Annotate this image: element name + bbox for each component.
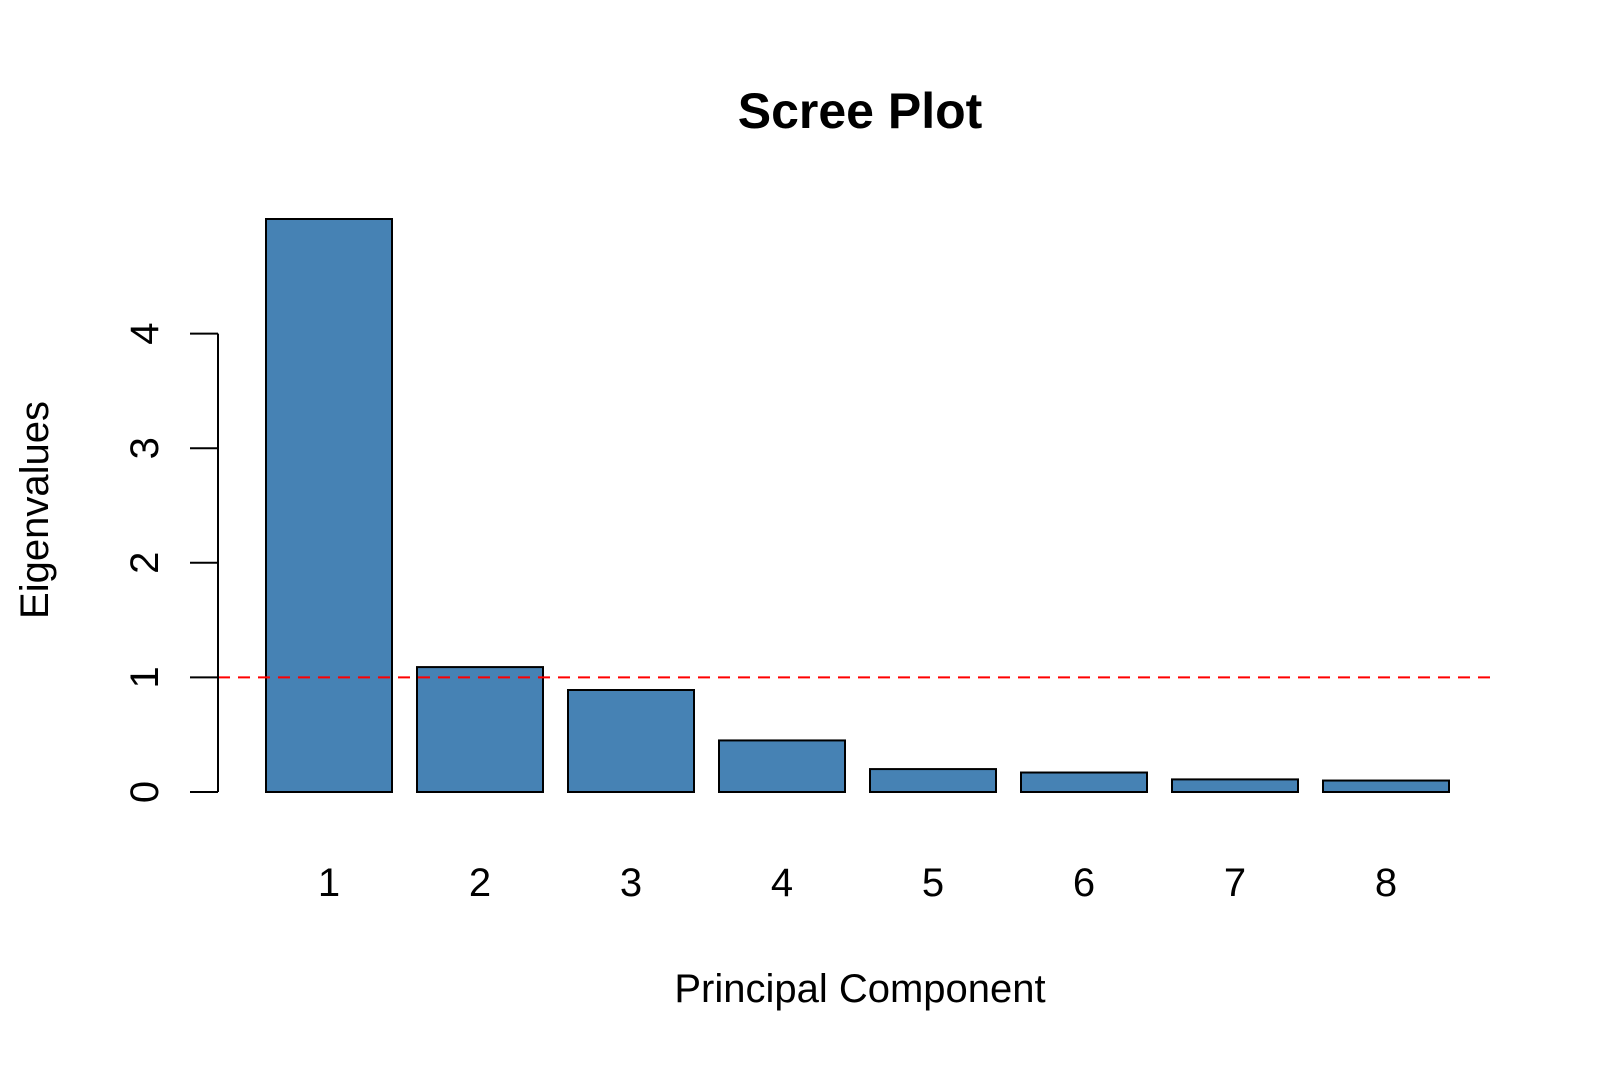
bar-5 <box>869 768 997 794</box>
y-tick-label-0: 0 <box>123 781 167 803</box>
bar-1 <box>265 218 393 793</box>
bar-2 <box>416 666 544 793</box>
y-tick-label-4: 4 <box>123 322 167 344</box>
x-tick-label-2: 2 <box>469 861 491 905</box>
y-axis-label: Eigenvalues <box>13 401 57 619</box>
x-axis-label: Principal Component <box>674 967 1045 1011</box>
x-tick-label-3: 3 <box>620 861 642 905</box>
x-tick-label-4: 4 <box>771 861 793 905</box>
x-tick-labels: 1 2 3 4 5 6 7 8 <box>318 861 1397 905</box>
y-axis: 0 1 2 3 4 <box>123 322 219 803</box>
x-tick-label-6: 6 <box>1073 861 1095 905</box>
x-tick-label-7: 7 <box>1224 861 1246 905</box>
bar-4 <box>718 739 846 793</box>
bar-3 <box>567 689 695 793</box>
bar-7 <box>1171 778 1299 793</box>
bars-group <box>265 218 1450 794</box>
y-tick-label-2: 2 <box>123 552 167 574</box>
bar-8 <box>1322 779 1450 793</box>
x-tick-label-8: 8 <box>1375 861 1397 905</box>
chart-title: Scree Plot <box>738 83 983 139</box>
x-tick-label-1: 1 <box>318 861 340 905</box>
y-tick-label-3: 3 <box>123 437 167 459</box>
y-tick-label-1: 1 <box>123 666 167 688</box>
x-tick-label-5: 5 <box>922 861 944 905</box>
bar-6 <box>1020 771 1148 794</box>
